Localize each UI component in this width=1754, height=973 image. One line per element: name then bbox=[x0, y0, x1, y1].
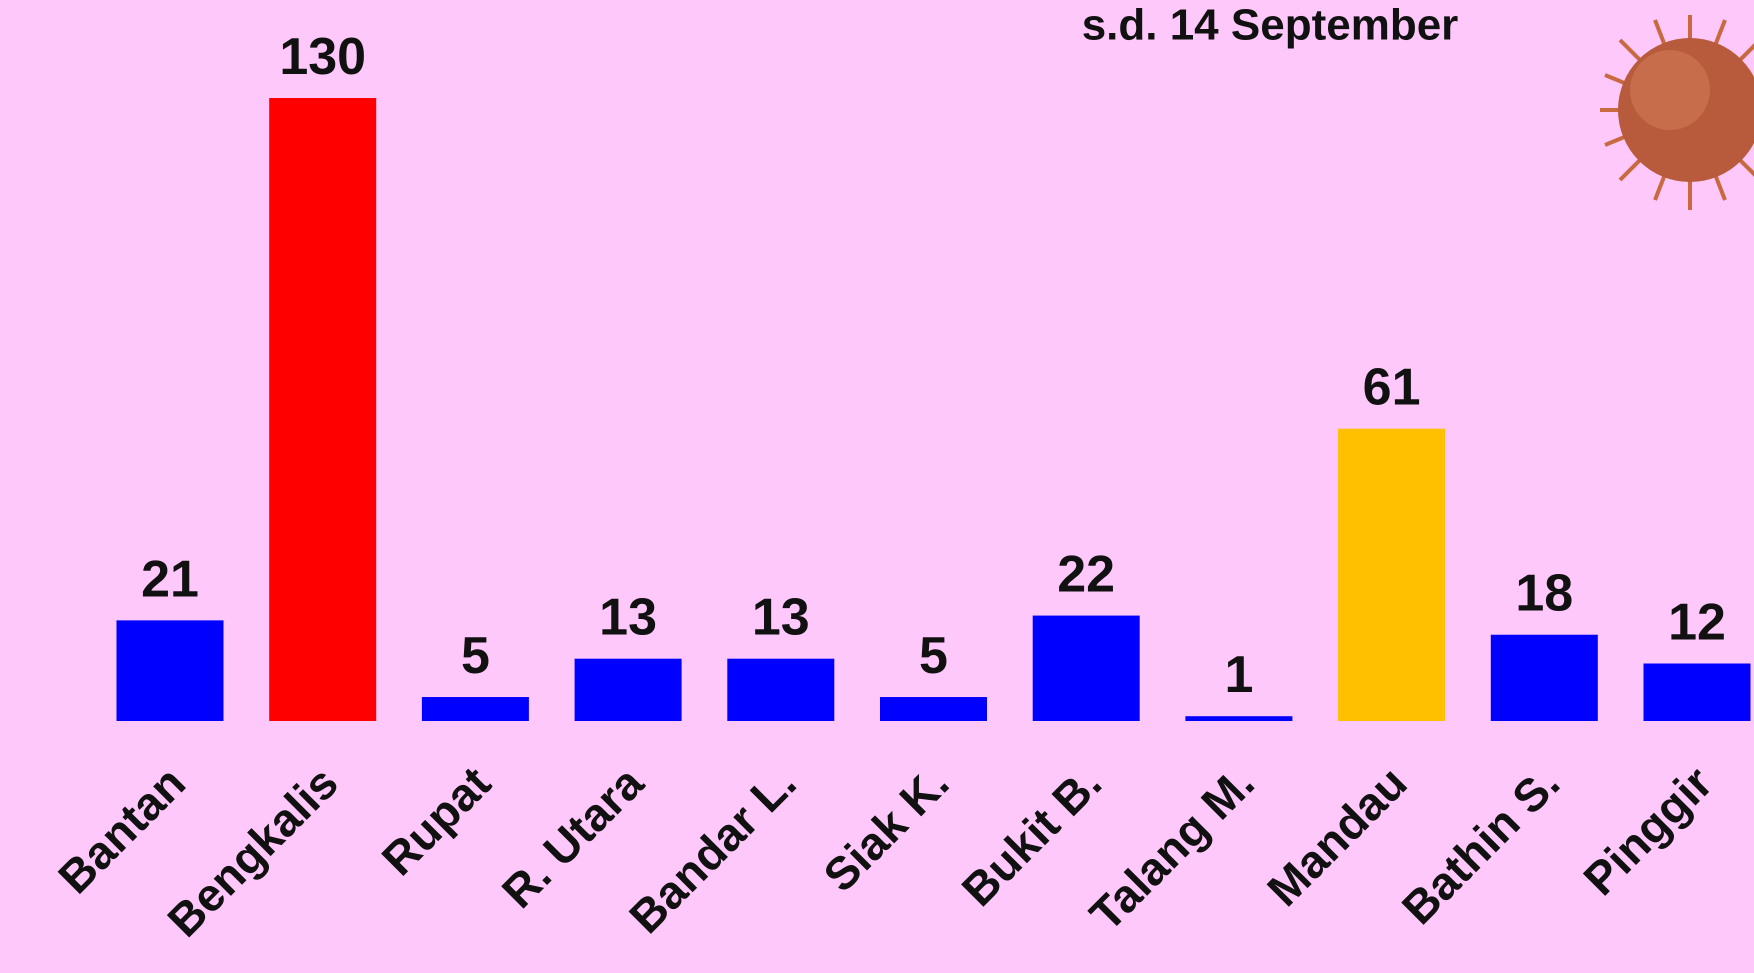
value-label: 5 bbox=[461, 627, 490, 685]
bar bbox=[116, 620, 224, 721]
value-label: 13 bbox=[599, 589, 657, 647]
bar bbox=[727, 658, 835, 721]
bar bbox=[421, 697, 529, 721]
value-label: 61 bbox=[1363, 359, 1421, 417]
value-label: 130 bbox=[279, 28, 366, 86]
bar bbox=[1338, 428, 1446, 721]
value-label: 22 bbox=[1057, 546, 1115, 604]
value-label: 5 bbox=[919, 627, 948, 685]
value-label: 18 bbox=[1515, 565, 1573, 623]
value-label: 1 bbox=[1224, 646, 1253, 704]
bar bbox=[269, 98, 377, 721]
bar bbox=[1490, 634, 1598, 721]
virus-icon bbox=[1600, 15, 1754, 210]
bar bbox=[1185, 716, 1293, 721]
value-label: 21 bbox=[141, 550, 199, 608]
bar bbox=[880, 697, 987, 721]
bar bbox=[1643, 663, 1751, 721]
bar bbox=[574, 658, 682, 721]
chart-subtitle: s.d. 14 September bbox=[1082, 1, 1459, 50]
value-label: 12 bbox=[1668, 593, 1726, 651]
bar bbox=[1032, 615, 1140, 721]
value-label: 13 bbox=[752, 589, 810, 647]
